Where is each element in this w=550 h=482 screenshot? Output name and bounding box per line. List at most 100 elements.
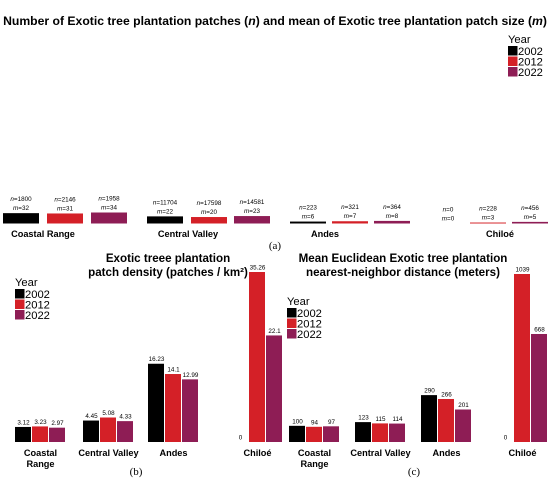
value-label-a: m=3 xyxy=(482,215,495,222)
value-label-a: m=22 xyxy=(157,208,173,215)
value-label-a: m=7 xyxy=(344,213,357,220)
value-label-a-nval: =1800 xyxy=(14,196,32,203)
value-label-a: n=11704 xyxy=(153,199,178,206)
value-label-b: 12.99 xyxy=(183,372,199,379)
value-label-a-mval: =8 xyxy=(391,213,399,220)
value-label-a-mval: =22 xyxy=(162,208,173,215)
value-label-a: n=17598 xyxy=(197,200,222,207)
bar-b xyxy=(15,426,31,442)
value-label-b: 4.33 xyxy=(119,414,132,421)
value-label-a: n=456 xyxy=(521,205,539,212)
bar-c xyxy=(289,425,305,442)
value-label-a-mval: =34 xyxy=(106,205,117,212)
value-label-c: 115 xyxy=(375,416,386,423)
value-label-a-n: n xyxy=(299,205,303,212)
value-label-b: 4.45 xyxy=(85,413,98,420)
value-label-a-nval: =228 xyxy=(483,206,498,213)
chart-title-b: Exotic treee plantation patch density (pa… xyxy=(88,252,248,279)
value-label-a: m=31 xyxy=(57,205,73,212)
category-label-b: Chiloé xyxy=(243,448,271,458)
value-label-c: 123 xyxy=(358,415,369,422)
value-label-a-n: n xyxy=(383,204,387,211)
value-label-a-mval: =3 xyxy=(487,215,495,222)
bar-c xyxy=(306,426,322,442)
value-label-b: 16.23 xyxy=(149,356,165,363)
value-label-a-m: m xyxy=(244,208,249,215)
value-label-a-n: n xyxy=(479,206,483,213)
legend-swatch-a-2012 xyxy=(508,56,518,66)
value-label-a-m: m xyxy=(524,214,529,221)
value-label-b: 2.97 xyxy=(51,420,64,427)
panel-c: Mean Euclidean Exotic tree plantation nea… xyxy=(287,252,547,478)
bar-c xyxy=(323,426,339,442)
bar-b xyxy=(266,335,282,442)
bar-b xyxy=(83,420,99,442)
bar-a xyxy=(470,222,506,224)
value-label-a-n: n xyxy=(197,200,201,207)
chart-title-b-line: Exotic treee plantation xyxy=(106,252,230,265)
value-label-a-mval: =5 xyxy=(529,214,537,221)
chart-title-a: Number of Exotic tree plantation patches… xyxy=(3,14,547,28)
legend-title-c: Year xyxy=(287,296,310,308)
value-label-a-m: m xyxy=(101,205,106,212)
bar-b xyxy=(249,272,265,442)
value-label-a-nval: =1958 xyxy=(102,196,120,203)
bar-c xyxy=(355,422,371,442)
chart-title-a-part: n xyxy=(248,14,255,28)
value-label-a-n: n xyxy=(54,196,58,203)
category-label-a: Andes xyxy=(311,229,339,239)
value-label-a-nval: =321 xyxy=(345,204,360,211)
value-label-a-m: m xyxy=(482,215,487,222)
category-label-b-line: Range xyxy=(26,459,54,469)
legend-swatch-a-2022 xyxy=(508,67,518,77)
bar-a xyxy=(374,220,410,224)
value-label-a-n: n xyxy=(153,199,157,206)
value-label-a: n=321 xyxy=(341,204,359,211)
value-label-a-m: m xyxy=(344,213,349,220)
value-label-b: 5.08 xyxy=(102,410,115,417)
bar-c xyxy=(514,274,530,442)
value-label-a-mval: =23 xyxy=(249,208,260,215)
value-label-a: n=0 xyxy=(443,207,454,214)
legend-label-c-2002: 2002 xyxy=(297,308,322,320)
chart-title-c-line: nearest-neighbor distance (meters) xyxy=(306,266,500,279)
legend-swatch-c-2002 xyxy=(287,308,297,318)
value-label-c: 94 xyxy=(311,419,319,426)
category-label-b: Andes xyxy=(159,448,187,458)
bar-b xyxy=(117,421,133,442)
value-label-c: 201 xyxy=(458,402,469,409)
bar-a xyxy=(147,216,183,224)
category-label-c-line: Chiloé xyxy=(508,448,536,458)
legend-swatch-c-2012 xyxy=(287,318,297,328)
bar-c xyxy=(389,423,405,442)
value-label-b: 0 xyxy=(239,435,243,442)
category-label-b-line: Andes xyxy=(159,448,187,458)
bar-a xyxy=(290,221,326,224)
category-label-b-line: Chiloé xyxy=(243,448,271,458)
bar-a xyxy=(234,216,270,224)
value-label-a-mval: =0 xyxy=(447,216,455,223)
category-label-c-line: Andes xyxy=(432,448,460,458)
value-label-a-nval: =223 xyxy=(303,205,318,212)
value-label-a: n=228 xyxy=(479,206,497,213)
chart-title-a-part: m xyxy=(532,14,543,28)
value-label-b: 3.23 xyxy=(34,419,47,426)
value-label-c: 114 xyxy=(392,416,403,423)
panel-tag-a: (a) xyxy=(269,240,282,252)
category-label-c: Andes xyxy=(432,448,460,458)
value-label-a: m=5 xyxy=(524,214,537,221)
chart-title-a-part: ) and mean of Exotic tree plantation pat… xyxy=(256,14,533,28)
value-label-a-m: m xyxy=(157,208,162,215)
bar-c xyxy=(455,409,471,442)
bar-b xyxy=(49,427,65,442)
category-label-a: Chiloé xyxy=(486,229,514,239)
chart-title-c: Mean Euclidean Exotic tree plantation nea… xyxy=(299,252,508,279)
bar-b xyxy=(148,363,164,442)
panel-b: Exotic treee plantation patch density (pa… xyxy=(15,252,282,478)
legend-swatch-b-2012 xyxy=(15,299,25,309)
legend-swatch-b-2002 xyxy=(15,289,25,299)
bar-a xyxy=(47,213,83,224)
legend-label-a-2002: 2002 xyxy=(518,46,543,58)
value-label-a-n: n xyxy=(443,207,447,214)
legend-swatch-c-2022 xyxy=(287,329,297,339)
